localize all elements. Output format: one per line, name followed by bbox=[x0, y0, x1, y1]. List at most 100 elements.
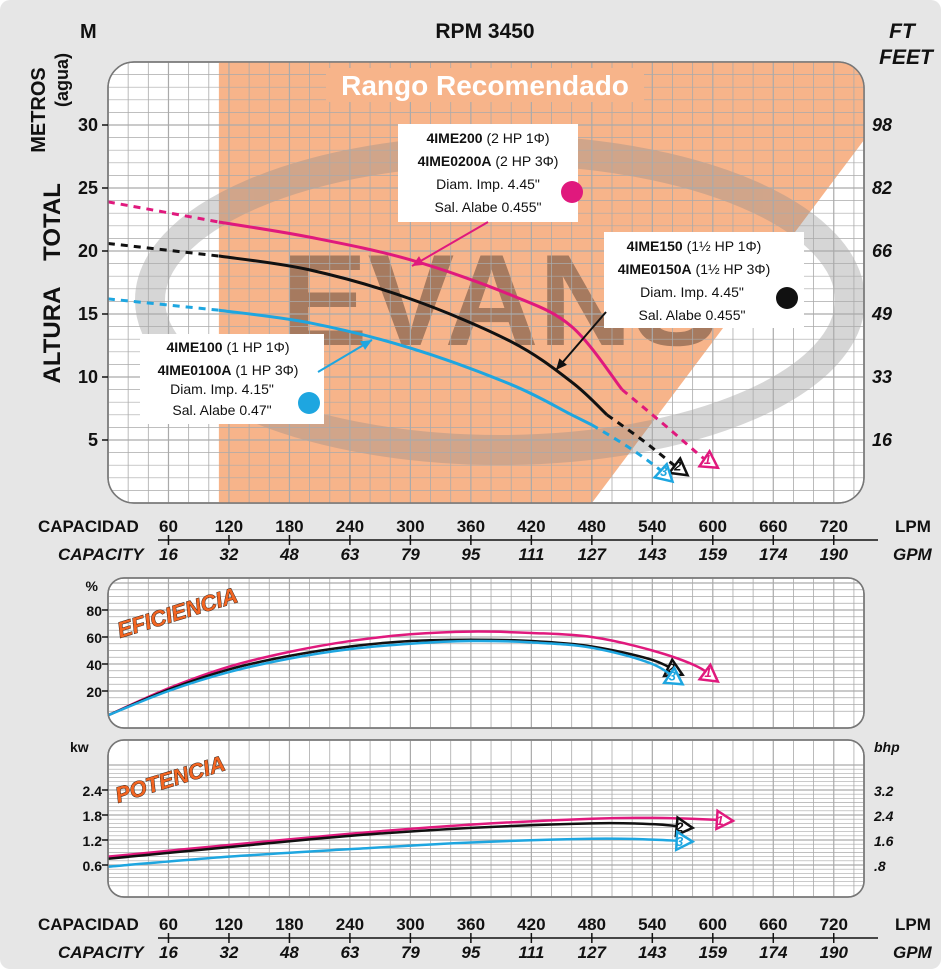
curve-pump2 bbox=[108, 638, 684, 717]
right-unit-feet: FEET bbox=[879, 46, 935, 69]
pump3-model-b: 4IME0100A bbox=[158, 362, 232, 378]
left-unit: M bbox=[80, 21, 97, 43]
head-curve-pump3 bbox=[218, 308, 593, 427]
curve-end-arrow bbox=[674, 829, 696, 852]
y-tick-label: 80 bbox=[86, 603, 102, 619]
capacity-title-gpm: CAPACITY bbox=[58, 943, 145, 962]
svg-text:4IME100 (1 HP 1Φ): 4IME100 (1 HP 1Φ) bbox=[167, 339, 290, 355]
annotation-pump3: 4IME100 (1 HP 1Φ) 4IME0100A (1 HP 3Φ) Di… bbox=[140, 334, 324, 424]
lpm-tick-label: 420 bbox=[517, 915, 545, 934]
power-unit-left: kw bbox=[70, 739, 89, 755]
lpm-tick-label: 600 bbox=[699, 915, 727, 934]
lpm-tick-label: 420 bbox=[517, 517, 545, 536]
lpm-tick-label: 300 bbox=[396, 517, 424, 536]
curve-pump3 bbox=[108, 639, 684, 717]
lpm-tick-label: 300 bbox=[396, 915, 424, 934]
curve-end-arrow bbox=[662, 665, 685, 686]
y-right-tick-label: 82 bbox=[872, 178, 892, 198]
capacity-axis-1: CAPACIDAD CAPACITY LPM GPM 60 16 120 32 180 48 240… bbox=[38, 517, 933, 564]
curve-pump2 bbox=[108, 821, 693, 860]
y-right-tick-label: 1.6 bbox=[874, 833, 894, 849]
gpm-tick-label: 32 bbox=[219, 943, 238, 962]
pump3-marker bbox=[298, 392, 320, 414]
head-curve-pump1-dashed-left bbox=[108, 200, 220, 224]
y-tick-label: 0.6 bbox=[83, 858, 103, 874]
gpm-unit: GPM bbox=[893, 943, 933, 962]
y-label-altura: ALTURA bbox=[39, 287, 66, 384]
y-right-tick-label: 66 bbox=[872, 241, 893, 261]
efficiency-curves: 1 23 bbox=[108, 630, 720, 717]
curve-pump1 bbox=[108, 816, 734, 858]
gpm-tick-label: 111 bbox=[518, 545, 544, 564]
curve-number-label: 1 bbox=[704, 452, 711, 467]
lpm-tick-label: 540 bbox=[638, 517, 666, 536]
pump1-alabe: Sal. Alabe 0.455" bbox=[435, 199, 542, 215]
y-tick-label: 5 bbox=[88, 430, 98, 450]
lpm-tick-label: 120 bbox=[215, 915, 243, 934]
y-right-tick-label: 98 bbox=[872, 115, 892, 135]
capacity-title-lpm: CAPACIDAD bbox=[38, 915, 139, 934]
y-label-agua: (agua) bbox=[52, 53, 72, 107]
recommended-range-area bbox=[218, 62, 864, 503]
curve-end-arrow bbox=[697, 448, 720, 470]
curve-number-label: 2 bbox=[673, 459, 682, 474]
chart-title: RPM 3450 bbox=[435, 20, 534, 43]
lpm-tick-label: 360 bbox=[457, 915, 485, 934]
pump2-model-a: 4IME150 bbox=[627, 238, 683, 254]
lpm-tick-label: 540 bbox=[638, 915, 666, 934]
gpm-tick-label: 143 bbox=[638, 545, 667, 564]
pump1-model-a: 4IME200 bbox=[427, 130, 483, 146]
right-unit-ft: FT bbox=[889, 20, 917, 43]
curve-end-arrow bbox=[715, 808, 736, 831]
annotation-leaders bbox=[317, 221, 607, 373]
curve-pump1 bbox=[108, 630, 719, 717]
lpm-unit: LPM bbox=[895, 517, 931, 536]
pump3-diam: Diam. Imp. 4.15" bbox=[170, 381, 274, 397]
curve-number-label: 1 bbox=[704, 665, 711, 680]
gpm-tick-label: 95 bbox=[461, 545, 480, 564]
lpm-tick-label: 60 bbox=[159, 517, 178, 536]
svg-text:4IME0150A (1½ HP 3Φ): 4IME0150A (1½ HP 3Φ) bbox=[618, 261, 771, 277]
y-right-tick-label: 2.4 bbox=[873, 808, 894, 824]
y-tick-label: 40 bbox=[86, 657, 102, 673]
pump1-model-b: 4IME0200A bbox=[418, 153, 492, 169]
gpm-tick-label: 159 bbox=[699, 943, 728, 962]
gpm-tick-label: 16 bbox=[159, 545, 178, 564]
pump3-alabe: Sal. Alabe 0.47" bbox=[172, 402, 271, 418]
leader-arrow bbox=[556, 358, 567, 370]
gpm-tick-label: 32 bbox=[219, 545, 238, 564]
y-tick-label: 20 bbox=[86, 684, 102, 700]
lpm-tick-label: 720 bbox=[820, 915, 848, 934]
pump3-model-a: 4IME100 bbox=[167, 339, 223, 355]
leader-arrow bbox=[359, 340, 372, 350]
lpm-tick-label: 360 bbox=[457, 517, 485, 536]
y-tick-label: 2.4 bbox=[83, 783, 103, 799]
pump1-spec-a: (2 HP 1Φ) bbox=[486, 130, 549, 146]
efficiency-y-ticks: 20 40 60 80 bbox=[86, 603, 108, 700]
curve-number-label: 2 bbox=[667, 661, 676, 676]
lpm-tick-label: 120 bbox=[215, 517, 243, 536]
head-curve-pump3-dashed-right bbox=[591, 423, 674, 483]
y-tick-label: 1.8 bbox=[83, 808, 103, 824]
head-curve-pump2-dashed-left bbox=[108, 241, 220, 258]
gpm-tick-label: 174 bbox=[759, 943, 788, 962]
efficiency-unit: % bbox=[86, 578, 99, 594]
gpm-tick-label: 127 bbox=[578, 943, 608, 962]
gpm-tick-label: 63 bbox=[340, 545, 359, 564]
gpm-tick-label: 174 bbox=[759, 545, 788, 564]
range-label: Rango Recomendado bbox=[341, 70, 629, 101]
leader-line bbox=[555, 311, 607, 371]
y-tick-label: 60 bbox=[86, 630, 102, 646]
power-curves: 1 23 bbox=[108, 808, 736, 868]
curve-number-label: 3 bbox=[660, 464, 668, 479]
curve-number-label: 3 bbox=[676, 834, 684, 849]
curve-number-label: 2 bbox=[675, 819, 684, 834]
y-right-tick-label: 49 bbox=[871, 304, 892, 324]
head-y-ticks: 5 16 10 33 15 49 20 66 25 82 30 98 bbox=[78, 115, 893, 450]
gpm-tick-label: 190 bbox=[820, 943, 849, 962]
lpm-tick-label: 660 bbox=[759, 915, 787, 934]
pump2-model-b: 4IME0150A bbox=[618, 261, 692, 277]
curve-number-label: 1 bbox=[716, 813, 723, 828]
pump3-spec-a: (1 HP 1Φ) bbox=[226, 339, 289, 355]
